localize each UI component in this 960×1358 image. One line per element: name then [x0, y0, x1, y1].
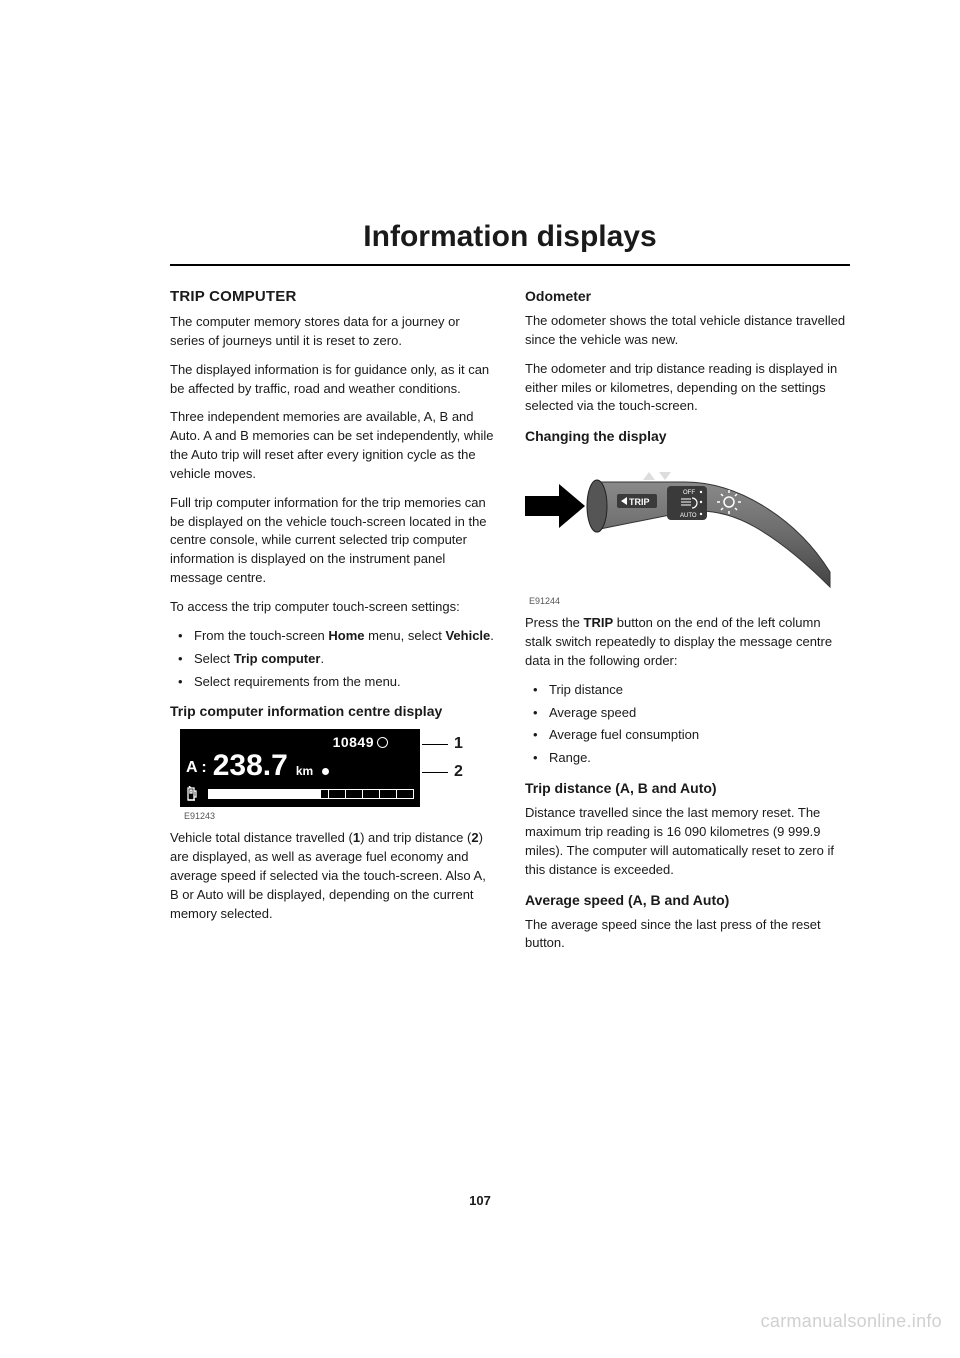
list-item: Average speed	[525, 704, 850, 723]
trip-distance-heading: Trip distance (A, B and Auto)	[525, 780, 850, 796]
page-title: Information displays	[170, 220, 850, 254]
settings-bullets: From the touch-screen Home menu, select …	[170, 627, 495, 692]
paragraph: The displayed information is for guidanc…	[170, 361, 495, 399]
list-item: Average fuel consumption	[525, 726, 850, 745]
list-item: From the touch-screen Home menu, select …	[170, 627, 495, 646]
odometer-ring-icon	[377, 737, 388, 748]
paragraph: The odometer shows the total vehicle dis…	[525, 312, 850, 350]
list-item: Select Trip computer.	[170, 650, 495, 669]
trip-distance-value: 238.7	[213, 751, 288, 781]
paragraph: Press the TRIP button on the end of the …	[525, 614, 850, 671]
odometer-value: 10849	[333, 734, 374, 750]
paragraph: The computer memory stores data for a jo…	[170, 313, 495, 351]
title-rule	[170, 264, 850, 266]
paragraph: Three independent memories are available…	[170, 408, 495, 483]
svg-text:AUTO: AUTO	[680, 513, 697, 519]
fuel-fill	[209, 790, 321, 798]
press-arrow-icon	[525, 484, 585, 528]
figure-code: E91243	[184, 811, 495, 821]
page-number: 107	[0, 1193, 960, 1208]
list-item: Trip distance	[525, 681, 850, 700]
paragraph: Vehicle total distance travelled (1) and…	[170, 829, 495, 923]
watermark: carmanualsonline.info	[761, 1311, 942, 1332]
display-order-bullets: Trip distance Average speed Average fuel…	[525, 681, 850, 768]
paragraph: Distance travelled since the last memory…	[525, 804, 850, 879]
stalk-end-cap	[587, 480, 607, 532]
paragraph: The average speed since the last press o…	[525, 916, 850, 954]
right-column: Odometer The odometer shows the total ve…	[525, 288, 850, 963]
callout-2: 2	[422, 763, 463, 781]
trip-display-panel: 10849 A : 238.7 km	[180, 729, 420, 807]
trip-button-label: TRIP	[629, 497, 650, 507]
figure-code: E91244	[529, 596, 850, 606]
fuel-pump-icon	[186, 786, 202, 802]
left-column: TRIP COMPUTER The computer memory stores…	[170, 288, 495, 963]
changing-display-heading: Changing the display	[525, 428, 850, 444]
stalk-arrows-icon	[643, 472, 671, 480]
paragraph: The odometer and trip distance reading i…	[525, 360, 850, 417]
trip-info-centre-heading: Trip computer information centre display	[170, 703, 495, 719]
paragraph: To access the trip computer touch-screen…	[170, 598, 495, 617]
trip-unit: km	[296, 764, 313, 778]
headlamp-dial: OFF AUTO	[667, 486, 707, 520]
fuel-gauge	[208, 789, 414, 799]
list-item: Select requirements from the menu.	[170, 673, 495, 692]
trip-memory-label: A :	[186, 759, 207, 777]
trip-display-figure: 10849 A : 238.7 km	[180, 729, 480, 807]
paragraph: Full trip computer information for the t…	[170, 494, 495, 588]
trip-computer-heading: TRIP COMPUTER	[170, 288, 495, 305]
stalk-figure: TRIP OFF AUTO	[525, 452, 835, 592]
unit-dot-icon	[322, 768, 329, 775]
svg-text:OFF: OFF	[683, 490, 695, 496]
callout-1: 1	[422, 735, 463, 753]
avg-speed-heading: Average speed (A, B and Auto)	[525, 892, 850, 908]
list-item: Range.	[525, 749, 850, 768]
odometer-heading: Odometer	[525, 288, 850, 304]
